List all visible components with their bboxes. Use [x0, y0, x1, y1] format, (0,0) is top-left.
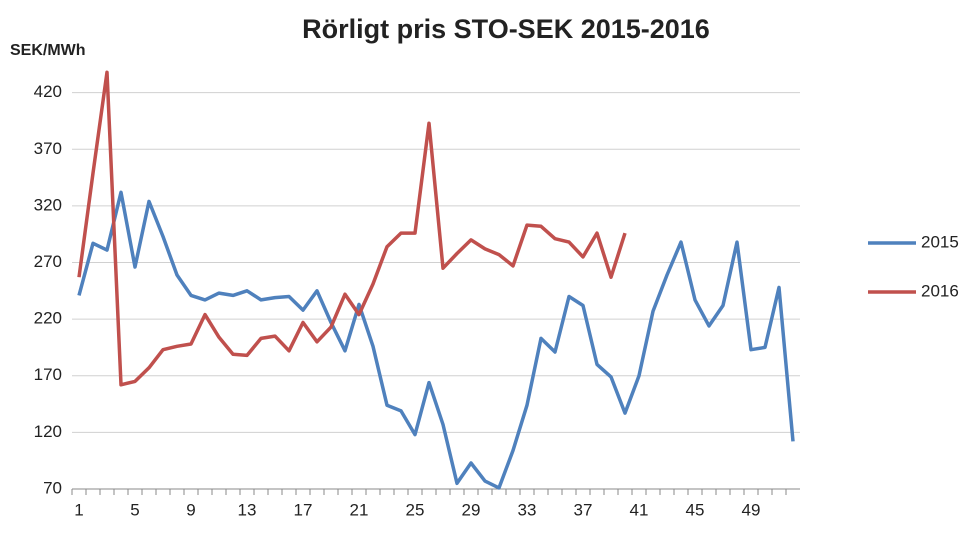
x-tick-label: 37: [574, 500, 593, 519]
y-tick-label: 220: [34, 309, 62, 328]
x-tick-label: 49: [742, 500, 761, 519]
y-tick-label: 120: [34, 422, 62, 441]
x-tick-label: 29: [462, 500, 481, 519]
x-tick-label: 41: [630, 500, 649, 519]
y-tick-label: 370: [34, 139, 62, 158]
series-line: [77, 190, 795, 490]
x-tick-label: 45: [686, 500, 705, 519]
x-tick-label: 1: [74, 500, 83, 519]
y-axis-label: SEK/MWh: [10, 42, 86, 59]
x-tick-label: 5: [130, 500, 139, 519]
legend-label: 2016: [921, 281, 959, 300]
y-tick-label: 170: [34, 365, 62, 384]
y-tick-label: 420: [34, 82, 62, 101]
x-tick-label: 21: [350, 500, 369, 519]
y-tick-label: 270: [34, 252, 62, 271]
chart-title: Rörligt pris STO-SEK 2015-2016: [302, 14, 710, 44]
x-tick-label: 25: [406, 500, 425, 519]
y-tick-label: 70: [43, 478, 62, 497]
x-tick-label: 9: [186, 500, 195, 519]
legend-label: 2015: [921, 232, 959, 251]
x-tick-label: 17: [294, 500, 313, 519]
series-line: [77, 70, 627, 387]
x-tick-label: 13: [238, 500, 257, 519]
x-tick-label: 33: [518, 500, 537, 519]
y-tick-label: 320: [34, 195, 62, 214]
